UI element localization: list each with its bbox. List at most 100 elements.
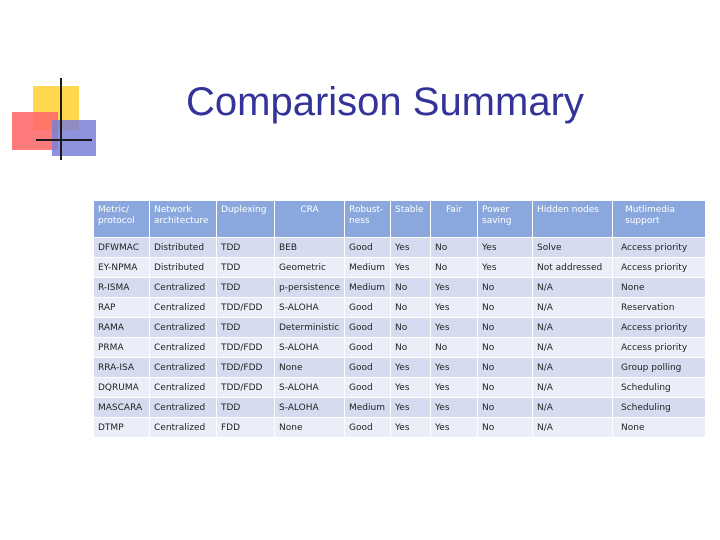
table-row: EY-NPMA Distributed TDD Geometric Medium Yes N… bbox=[93, 257, 706, 278]
table-cell: Access priority bbox=[612, 337, 706, 358]
table-cell: N/A bbox=[532, 277, 613, 298]
table-cell: Good bbox=[344, 297, 391, 318]
horizontal-line-shape bbox=[36, 139, 92, 141]
table-cell: No bbox=[390, 297, 431, 318]
table-cell: Good bbox=[344, 317, 391, 338]
table-row: RRA-ISA Centralized TDD/FDD None Good Yes Yes N… bbox=[93, 357, 706, 378]
table-cell: Yes bbox=[390, 397, 431, 418]
table-cell: MASCARA bbox=[93, 397, 150, 418]
table-row: PRMA Centralized TDD/FDD S-ALOHA Good No No No N… bbox=[93, 337, 706, 358]
header-robustness: Robust-ness bbox=[344, 200, 391, 238]
table-cell: Yes bbox=[430, 417, 478, 438]
table-cell: Scheduling bbox=[612, 397, 706, 418]
table-cell: Group polling bbox=[612, 357, 706, 378]
table-cell: Centralized bbox=[149, 357, 217, 378]
table-cell: Good bbox=[344, 337, 391, 358]
table-cell: Centralized bbox=[149, 297, 217, 318]
table-cell: TDD bbox=[216, 277, 275, 298]
table-cell: Reservation bbox=[612, 297, 706, 318]
table-cell: Distributed bbox=[149, 237, 217, 258]
table-cell: TDD bbox=[216, 237, 275, 258]
header-stable: Stable bbox=[390, 200, 431, 238]
slide-title: Comparison Summary bbox=[186, 80, 584, 124]
table-cell: No bbox=[390, 277, 431, 298]
table-cell: None bbox=[612, 277, 706, 298]
table-cell: N/A bbox=[532, 317, 613, 338]
table-cell: Centralized bbox=[149, 317, 217, 338]
table-cell: N/A bbox=[532, 337, 613, 358]
table-cell: Yes bbox=[430, 357, 478, 378]
table-cell: None bbox=[274, 357, 345, 378]
table-cell: Yes bbox=[390, 377, 431, 398]
table-cell: Distributed bbox=[149, 257, 217, 278]
table-cell: Centralized bbox=[149, 417, 217, 438]
table-cell: S-ALOHA bbox=[274, 377, 345, 398]
table-cell: N/A bbox=[532, 397, 613, 418]
table-cell: TDD/FDD bbox=[216, 377, 275, 398]
table-cell: No bbox=[430, 257, 478, 278]
header-power-saving: Power saving bbox=[477, 200, 533, 238]
table-cell: Yes bbox=[430, 317, 478, 338]
table-row: RAMA Centralized TDD Deterministic Good No Yes… bbox=[93, 317, 706, 338]
table-cell: Yes bbox=[430, 377, 478, 398]
table-cell: N/A bbox=[532, 377, 613, 398]
table-cell: No bbox=[477, 417, 533, 438]
table-row: DFWMAC Distributed TDD BEB Good Yes No Yes Solve… bbox=[93, 237, 706, 258]
table-cell: BEB bbox=[274, 237, 345, 258]
table-cell: DQRUMA bbox=[93, 377, 150, 398]
header-fair: Fair bbox=[430, 200, 478, 238]
table-cell: Centralized bbox=[149, 277, 217, 298]
table-cell: Geometric bbox=[274, 257, 345, 278]
table-cell: S-ALOHA bbox=[274, 337, 345, 358]
table-cell: Yes bbox=[390, 257, 431, 278]
table-cell: Centralized bbox=[149, 397, 217, 418]
table-cell: Deterministic bbox=[274, 317, 345, 338]
table-cell: No bbox=[477, 357, 533, 378]
table-cell: EY-NPMA bbox=[93, 257, 150, 278]
header-metric-protocol: Metric/ protocol bbox=[93, 200, 150, 238]
table-cell: Access priority bbox=[612, 317, 706, 338]
table-cell: RAMA bbox=[93, 317, 150, 338]
table-cell: Good bbox=[344, 377, 391, 398]
table-cell: N/A bbox=[532, 297, 613, 318]
table-cell: RAP bbox=[93, 297, 150, 318]
table-cell: None bbox=[612, 417, 706, 438]
table-cell: TDD bbox=[216, 317, 275, 338]
table-cell: PRMA bbox=[93, 337, 150, 358]
table-cell: Access priority bbox=[612, 237, 706, 258]
table-cell: Yes bbox=[390, 417, 431, 438]
table-cell: Yes bbox=[430, 397, 478, 418]
table-row: MASCARA Centralized TDD S-ALOHA Medium Yes Yes… bbox=[93, 397, 706, 418]
table-cell: No bbox=[477, 277, 533, 298]
table-row: RAP Centralized TDD/FDD S-ALOHA Good No Yes No N… bbox=[93, 297, 706, 318]
table-cell: TDD bbox=[216, 257, 275, 278]
table-body: DFWMAC Distributed TDD BEB Good Yes No Yes Solve… bbox=[93, 237, 706, 438]
table-row: R-ISMA Centralized TDD p-persistence Medium N… bbox=[93, 277, 706, 298]
table-cell: N/A bbox=[532, 357, 613, 378]
slide-logo-decoration bbox=[0, 0, 110, 170]
table-cell: TDD/FDD bbox=[216, 337, 275, 358]
table-cell: Yes bbox=[430, 297, 478, 318]
table-cell: Yes bbox=[390, 357, 431, 378]
table-header-row: Metric/ protocol Network architecture Du… bbox=[93, 200, 706, 238]
header-multimedia-support: Mutlimedia support bbox=[612, 200, 706, 238]
table-cell: Yes bbox=[430, 277, 478, 298]
header-network-architecture: Network architecture bbox=[149, 200, 217, 238]
table-cell: FDD bbox=[216, 417, 275, 438]
table-cell: No bbox=[390, 317, 431, 338]
table-cell: Good bbox=[344, 237, 391, 258]
header-cra: CRA bbox=[274, 200, 345, 238]
blue-square-shape bbox=[52, 120, 96, 156]
table-cell: None bbox=[274, 417, 345, 438]
table-cell: No bbox=[477, 397, 533, 418]
table-cell: TDD bbox=[216, 397, 275, 418]
table-row: DTMP Centralized FDD None Good Yes Yes No N/A Non… bbox=[93, 417, 706, 438]
table-cell: Scheduling bbox=[612, 377, 706, 398]
table-cell: p-persistence bbox=[274, 277, 345, 298]
table-cell: No bbox=[477, 317, 533, 338]
table-cell: S-ALOHA bbox=[274, 297, 345, 318]
comparison-table: Metric/ protocol Network architecture Du… bbox=[93, 200, 706, 438]
table-cell: No bbox=[430, 237, 478, 258]
table-cell: No bbox=[477, 377, 533, 398]
table-cell: Medium bbox=[344, 257, 391, 278]
